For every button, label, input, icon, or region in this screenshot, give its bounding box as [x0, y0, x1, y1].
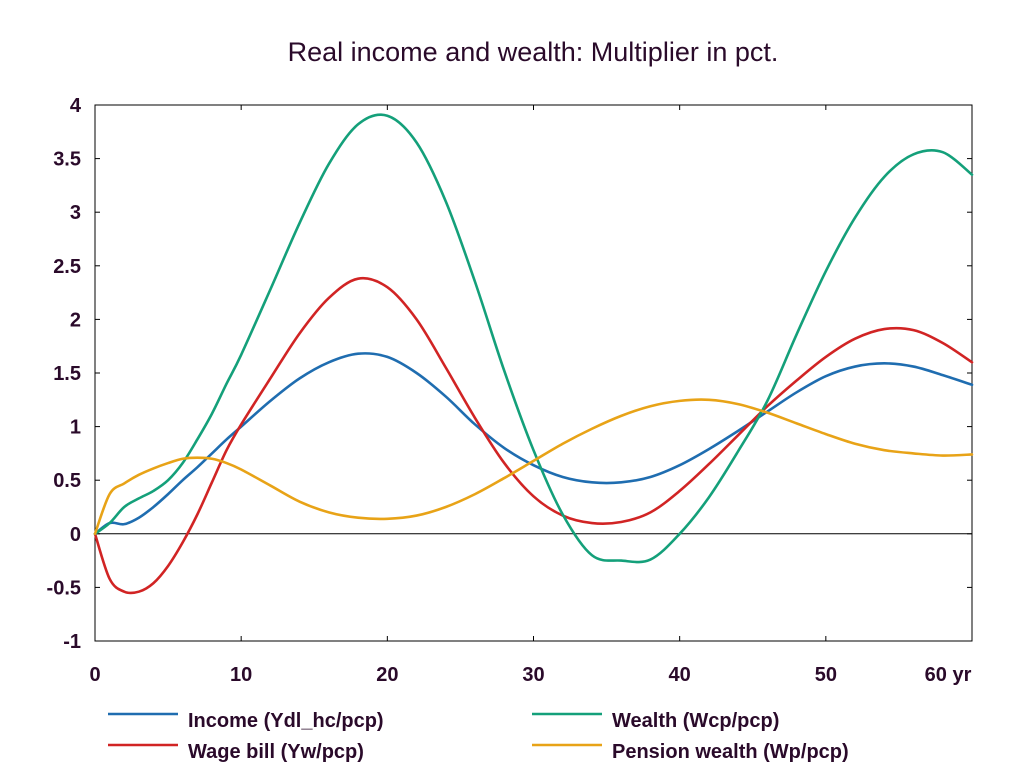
y-tick-label: 2.5	[53, 256, 81, 278]
legend-label: Wealth (Wcp/pcp)	[612, 710, 779, 732]
plot-area: -1-0.500.511.522.533.540 10 20 30 40 50 60 yr	[47, 95, 974, 686]
x-tick-label: 50	[815, 664, 837, 686]
y-tick-label: -1	[63, 631, 81, 653]
legend-item: Wealth (Wcp/pcp)	[532, 710, 779, 732]
y-tick-label: 1.5	[53, 363, 81, 385]
legend-item: Pension wealth (Wp/pcp)	[532, 741, 849, 763]
y-tick-label: -0.5	[47, 577, 81, 599]
legend-item: Income (Ydl_hc/pcp)	[108, 710, 384, 732]
x-tick-label: 0	[89, 664, 100, 686]
chart-title: Real income and wealth: Multiplier in pc…	[288, 37, 779, 67]
legend-label: Income (Ydl_hc/pcp)	[188, 710, 384, 732]
x-tick-label: 60 yr	[925, 664, 972, 686]
series-line-pension-wealth-wp-pcp	[93, 398, 974, 536]
y-tick-label: 0	[70, 524, 81, 546]
legend-label: Pension wealth (Wp/pcp)	[612, 741, 849, 763]
y-tick-label: 1	[70, 417, 81, 439]
x-tick-label: 20	[376, 664, 398, 686]
y-tick-label: 3	[70, 202, 81, 224]
y-tick-label: 3.5	[53, 149, 81, 171]
series-line-income-ydl-hc-pcp	[93, 352, 974, 536]
legend-label: Wage bill (Yw/pcp)	[188, 741, 364, 763]
plot-frame	[94, 104, 973, 642]
y-tick-label: 4	[70, 95, 82, 117]
legend: Income (Ydl_hc/pcp) Wage bill (Yw/pcp) Wea…	[108, 710, 849, 763]
legend-item: Wage bill (Yw/pcp)	[108, 741, 364, 763]
series-line-wage-bill-yw-pcp	[93, 276, 974, 595]
x-tick-label: 40	[669, 664, 691, 686]
x-tick-label: 10	[230, 664, 252, 686]
x-tick-label: 30	[522, 664, 544, 686]
series-line-wealth-wcp-pcp	[93, 113, 974, 564]
y-tick-label: 0.5	[53, 470, 81, 492]
y-tick-label: 2	[70, 309, 81, 331]
